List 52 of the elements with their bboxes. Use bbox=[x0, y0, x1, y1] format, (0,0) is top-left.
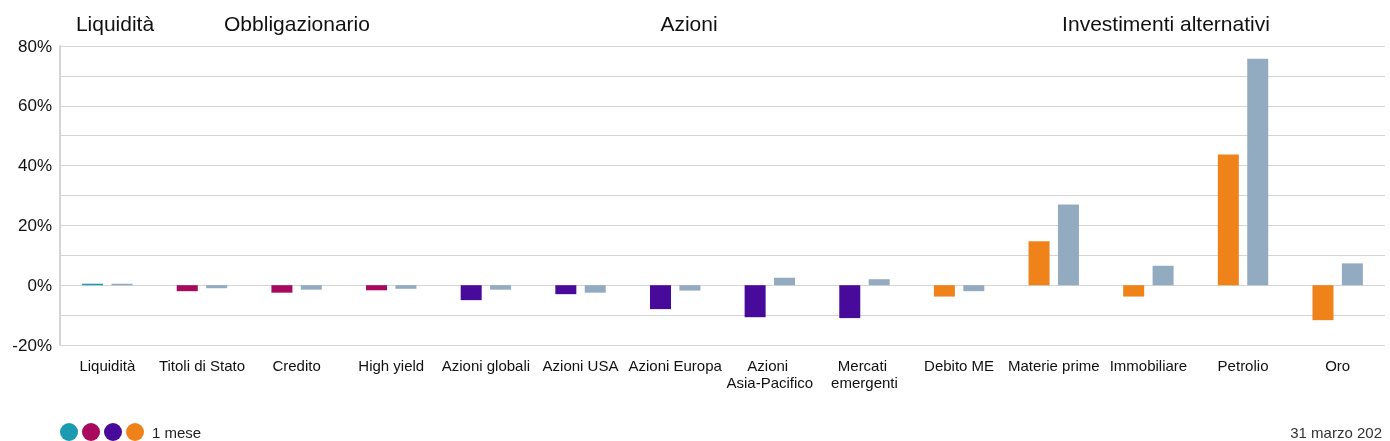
bar bbox=[300, 285, 322, 290]
bar bbox=[774, 277, 796, 286]
bar bbox=[744, 285, 766, 318]
y-tick-label: 0% bbox=[27, 275, 52, 295]
bar bbox=[1217, 154, 1239, 286]
bar bbox=[1152, 265, 1174, 286]
x-tick-label: Immobiliare bbox=[1109, 357, 1188, 374]
y-tick-label: 40% bbox=[17, 156, 52, 176]
x-tick-label: Mercati emergenti bbox=[831, 357, 898, 391]
y-tick-label: 80% bbox=[17, 36, 52, 56]
x-tick-label: Debito ME bbox=[924, 357, 995, 374]
x-tick-label: Titoli di Stato bbox=[158, 357, 246, 374]
bar bbox=[1028, 241, 1050, 286]
bar bbox=[679, 285, 701, 291]
x-tick-label: Credito bbox=[272, 357, 321, 374]
text: 31 marzo 202 bbox=[1290, 424, 1382, 441]
x-tick-label: Azioni Europa bbox=[628, 357, 723, 374]
bar bbox=[868, 279, 890, 286]
y-tick-label: 60% bbox=[17, 96, 52, 116]
bar bbox=[176, 285, 198, 292]
bar bbox=[271, 285, 293, 293]
text: Liquidità bbox=[75, 12, 155, 36]
bar bbox=[649, 285, 671, 310]
bar bbox=[1123, 285, 1145, 297]
text: Investimenti alternativi bbox=[1062, 12, 1270, 36]
y-tick-label: -20% bbox=[12, 335, 52, 355]
y-tick-label: 20% bbox=[17, 215, 52, 235]
bar bbox=[1247, 58, 1269, 286]
bar bbox=[490, 285, 512, 290]
x-tick-label: Azioni globali bbox=[441, 357, 531, 374]
bar bbox=[1312, 285, 1334, 321]
bar bbox=[460, 285, 482, 301]
x-tick-label: Azioni USA bbox=[542, 357, 619, 374]
x-tick-label: Liquidità bbox=[79, 357, 136, 374]
bar bbox=[1341, 263, 1363, 286]
x-tick-label: Azioni Asia-Pacifico bbox=[726, 357, 814, 391]
x-tick-label: Petrolio bbox=[1217, 357, 1269, 374]
bar bbox=[555, 285, 577, 295]
x-tick-label: Oro bbox=[1325, 357, 1351, 374]
text: Azioni bbox=[660, 12, 718, 36]
bar bbox=[963, 285, 985, 292]
bar bbox=[839, 285, 861, 319]
bar bbox=[933, 285, 955, 297]
x-tick-label: High yield bbox=[358, 357, 425, 374]
bar bbox=[366, 285, 388, 291]
text: Obbligazionario bbox=[224, 12, 370, 36]
bar bbox=[395, 285, 417, 289]
bar bbox=[206, 285, 228, 289]
bar bbox=[584, 285, 606, 293]
legend-label: 1 mese bbox=[152, 423, 202, 441]
x-tick-label: Materie prime bbox=[1007, 357, 1100, 374]
bar bbox=[1057, 204, 1079, 286]
